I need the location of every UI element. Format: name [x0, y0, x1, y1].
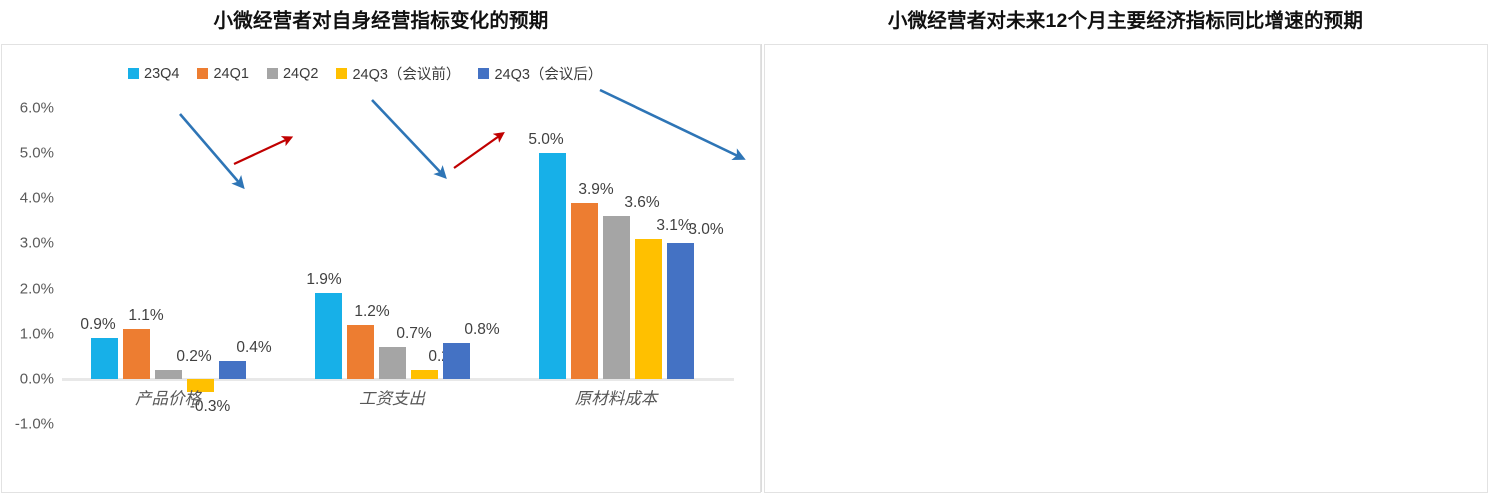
decline-arrow: [371, 99, 447, 180]
bar-value-label: 0.9%: [80, 316, 116, 334]
panel-divider: [761, 44, 762, 492]
y-axis-tick: 6.0%: [19, 99, 54, 117]
bar[interactable]: [538, 153, 566, 379]
bar-value-label: 1.9%: [306, 271, 342, 289]
legend-item-24q1[interactable]: 24Q1: [197, 65, 249, 82]
bar[interactable]: [602, 216, 630, 379]
bar[interactable]: [442, 342, 470, 379]
bar[interactable]: [122, 329, 150, 379]
legend-swatch-24q2: [266, 68, 278, 79]
left-chart-legend: 23Q4 24Q1 24Q2 24Q3（会议前） 24Q3（会议后）: [128, 63, 620, 84]
bar[interactable]: [90, 338, 118, 379]
bar-value-label: 3.0%: [688, 221, 724, 239]
bar[interactable]: [314, 293, 342, 379]
y-axis-tick: 2.0%: [19, 280, 54, 298]
bar[interactable]: [346, 324, 374, 379]
y-axis-tick: 4.0%: [19, 189, 54, 207]
bar-value-label: -0.3%: [189, 398, 231, 416]
right-chart-frame: [764, 44, 1488, 492]
bar-value-label: 0.8%: [464, 320, 500, 338]
bar-value-label: 3.6%: [624, 194, 660, 212]
zero-baseline: [62, 377, 734, 381]
left-chart-title: 小微经营者对自身经营指标变化的预期: [213, 10, 549, 32]
legend-swatch-23q4: [128, 68, 139, 79]
bar-value-label: 1.1%: [128, 307, 164, 325]
bar-value-label: 0.4%: [236, 338, 272, 356]
category-label: 工资支出: [359, 388, 425, 408]
legend-item-23q4[interactable]: 23Q4: [128, 66, 179, 82]
left-plot-area: 6.0% 5.0% 4.0% 3.0% 2.0% 1.0% 0.0% -1.0% 0.9% 1.1…: [15, 88, 746, 433]
bar[interactable]: [154, 369, 182, 379]
right-chart-panel: 小微经营者对未来12个月主要经济指标同比增速的预期 24Q1 24Q2 24Q3…: [762, 0, 1489, 493]
right-chart-title: 小微经营者对未来12个月主要经济指标同比增速的预期: [887, 10, 1364, 32]
category-label: 原材料成本: [574, 388, 658, 408]
bar[interactable]: [186, 378, 214, 393]
y-axis-tick: 0.0%: [19, 370, 54, 388]
legend-swatch-24q1: [197, 68, 209, 79]
bar[interactable]: [218, 360, 246, 379]
legend-label-24q2: 24Q2: [282, 65, 319, 82]
bar[interactable]: [666, 243, 694, 379]
bar-value-label: 5.0%: [528, 131, 564, 149]
bar-value-label: 3.9%: [578, 180, 614, 198]
legend-swatch-24q3-before: [336, 68, 348, 79]
legend-item-24q3-before[interactable]: 24Q3（会议前）: [336, 63, 460, 84]
legend-label-24q3-before: 24Q3（会议前）: [352, 67, 461, 83]
rebound-arrow: [453, 131, 505, 169]
y-axis-tick: 3.0%: [19, 234, 54, 252]
rebound-arrow: [233, 136, 294, 165]
bar-value-label: 0.2%: [176, 347, 212, 365]
category-label: 产品价格: [135, 388, 201, 408]
bar-value-label: 1.2%: [354, 302, 390, 320]
y-axis-tick: 1.0%: [19, 325, 54, 343]
bar-value-label: 3.1%: [656, 216, 692, 234]
legend-item-24q3-after[interactable]: 24Q3（会议后）: [478, 63, 602, 84]
bar[interactable]: [410, 369, 438, 379]
decline-arrow: [179, 113, 245, 190]
left-chart-panel: 小微经营者对自身经营指标变化的预期 23Q4 24Q1 24Q2 24Q3（会议…: [1, 10, 761, 493]
y-axis-tick: 5.0%: [19, 144, 54, 162]
bar[interactable]: [570, 202, 598, 379]
legend-label-23q4: 23Q4: [144, 65, 180, 82]
bar[interactable]: [378, 347, 406, 379]
bar[interactable]: [634, 238, 662, 379]
y-axis-tick: -1.0%: [14, 415, 54, 433]
legend-label-24q3-after: 24Q3（会议后）: [494, 67, 603, 83]
legend-item-24q2[interactable]: 24Q2: [266, 65, 319, 82]
legend-swatch-24q3-after: [478, 68, 490, 79]
legend-label-24q1: 24Q1: [213, 65, 249, 82]
bar-value-label: 0.7%: [396, 325, 432, 343]
